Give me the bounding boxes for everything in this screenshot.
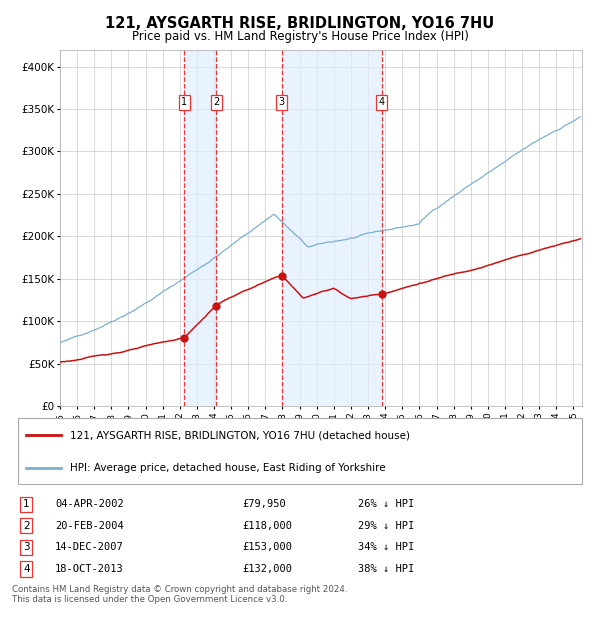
Bar <box>282 50 382 406</box>
Text: £132,000: £132,000 <box>242 564 292 574</box>
Text: 121, AYSGARTH RISE, BRIDLINGTON, YO16 7HU: 121, AYSGARTH RISE, BRIDLINGTON, YO16 7H… <box>106 16 494 30</box>
Text: £153,000: £153,000 <box>242 542 292 552</box>
Text: 26% ↓ HPI: 26% ↓ HPI <box>358 499 414 509</box>
Text: 14-DEC-2007: 14-DEC-2007 <box>55 542 124 552</box>
Text: 20-FEB-2004: 20-FEB-2004 <box>55 521 124 531</box>
Text: 29% ↓ HPI: 29% ↓ HPI <box>358 521 414 531</box>
Text: Contains HM Land Registry data © Crown copyright and database right 2024.
This d: Contains HM Land Registry data © Crown c… <box>12 585 347 604</box>
Text: 3: 3 <box>279 97 285 107</box>
FancyBboxPatch shape <box>18 418 582 484</box>
Text: 18-OCT-2013: 18-OCT-2013 <box>55 564 124 574</box>
Text: 1: 1 <box>23 499 30 509</box>
Text: 04-APR-2002: 04-APR-2002 <box>55 499 124 509</box>
Text: 4: 4 <box>379 97 385 107</box>
Text: 38% ↓ HPI: 38% ↓ HPI <box>358 564 414 574</box>
Text: Price paid vs. HM Land Registry's House Price Index (HPI): Price paid vs. HM Land Registry's House … <box>131 30 469 43</box>
Bar <box>184 50 216 406</box>
Text: 2: 2 <box>213 97 220 107</box>
Text: £118,000: £118,000 <box>242 521 292 531</box>
Text: 3: 3 <box>23 542 30 552</box>
Text: 121, AYSGARTH RISE, BRIDLINGTON, YO16 7HU (detached house): 121, AYSGARTH RISE, BRIDLINGTON, YO16 7H… <box>70 430 410 440</box>
Text: HPI: Average price, detached house, East Riding of Yorkshire: HPI: Average price, detached house, East… <box>70 463 385 473</box>
Text: 2: 2 <box>23 521 30 531</box>
Text: 4: 4 <box>23 564 30 574</box>
Text: 1: 1 <box>181 97 187 107</box>
Text: £79,950: £79,950 <box>242 499 286 509</box>
Text: 34% ↓ HPI: 34% ↓ HPI <box>358 542 414 552</box>
